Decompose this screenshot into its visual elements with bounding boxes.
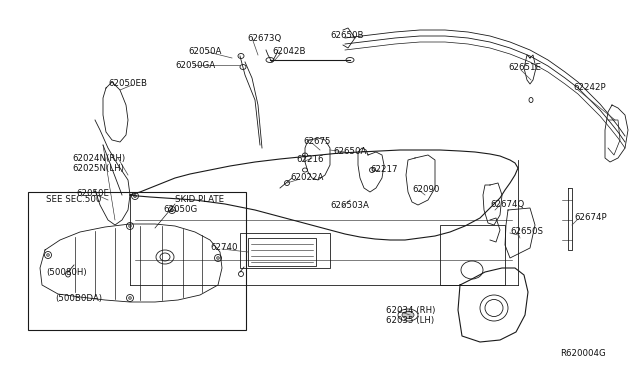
Ellipse shape [129, 296, 131, 299]
Text: 62024N(RH): 62024N(RH) [72, 154, 125, 163]
Ellipse shape [127, 222, 134, 230]
Ellipse shape [129, 224, 131, 228]
Text: 62740: 62740 [210, 244, 237, 253]
Text: 62050A: 62050A [188, 48, 221, 57]
Ellipse shape [369, 167, 374, 173]
Ellipse shape [346, 58, 354, 62]
Ellipse shape [47, 253, 49, 257]
Bar [248, 238, 316, 266]
Text: 62674P: 62674P [574, 214, 607, 222]
Text: 62650A: 62650A [333, 147, 366, 155]
Ellipse shape [216, 257, 220, 260]
Text: 62050G: 62050G [163, 205, 197, 215]
Ellipse shape [238, 54, 244, 58]
Ellipse shape [131, 192, 138, 199]
Bar [440, 225, 505, 285]
Ellipse shape [168, 206, 175, 214]
Text: 62050GA: 62050GA [175, 61, 215, 70]
Text: 62673Q: 62673Q [247, 33, 281, 42]
Text: 62675: 62675 [303, 138, 330, 147]
Text: 62035 (LH): 62035 (LH) [386, 315, 434, 324]
Bar [28, 192, 246, 330]
Text: 62034 (RH): 62034 (RH) [386, 305, 435, 314]
Text: 62650B: 62650B [330, 32, 364, 41]
Text: SKID PLATE: SKID PLATE [175, 196, 224, 205]
Ellipse shape [214, 254, 221, 262]
Text: 626503A: 626503A [330, 202, 369, 211]
Text: 62651E: 62651E [508, 64, 541, 73]
Ellipse shape [529, 97, 533, 103]
Ellipse shape [303, 153, 307, 157]
Ellipse shape [134, 195, 136, 198]
Ellipse shape [266, 58, 274, 62]
Text: 62022A: 62022A [290, 173, 323, 183]
Text: 62050E: 62050E [76, 189, 109, 199]
Text: R620004G: R620004G [560, 350, 605, 359]
Ellipse shape [402, 311, 414, 318]
Text: 62090: 62090 [412, 186, 440, 195]
Text: 62650S: 62650S [510, 228, 543, 237]
Ellipse shape [45, 251, 51, 259]
Text: 62217: 62217 [370, 166, 397, 174]
Ellipse shape [170, 208, 173, 212]
Ellipse shape [239, 272, 243, 276]
Text: 62025N(LH): 62025N(LH) [72, 164, 124, 173]
Ellipse shape [285, 180, 289, 186]
Ellipse shape [303, 168, 307, 172]
Text: 62050EB: 62050EB [108, 80, 147, 89]
Text: (50080H): (50080H) [46, 267, 86, 276]
Ellipse shape [240, 64, 246, 70]
Bar [240, 233, 330, 268]
Text: 62216: 62216 [296, 155, 323, 164]
Text: SEE SEC.500: SEE SEC.500 [46, 196, 101, 205]
Text: 62242P: 62242P [573, 83, 605, 93]
Text: 62042B: 62042B [272, 48, 305, 57]
Text: (500B0DA): (500B0DA) [55, 294, 102, 302]
Ellipse shape [127, 295, 134, 301]
Text: 62674Q: 62674Q [490, 199, 524, 208]
Ellipse shape [65, 271, 70, 277]
